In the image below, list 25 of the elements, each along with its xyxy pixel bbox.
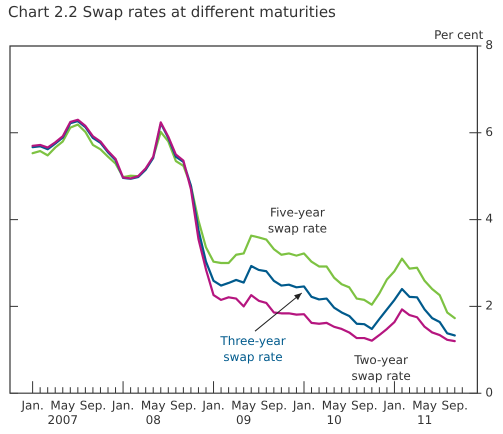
x-tick-label: Sep. bbox=[80, 398, 106, 413]
x-tick-label: Sep. bbox=[351, 398, 378, 413]
x-tick-label: Jan. bbox=[20, 398, 44, 413]
chart-title: Chart 2.2 Swap rates at different maturities bbox=[7, 2, 337, 23]
x-tick-label: May 2007 bbox=[47, 398, 78, 427]
x-tick-label: Sep. bbox=[442, 398, 468, 413]
x-tick-label: Jan. bbox=[201, 398, 225, 413]
y-tick-label: 0 bbox=[485, 385, 494, 400]
y-tick-label: 8 bbox=[485, 38, 494, 52]
x-tick-label: May 11 bbox=[412, 398, 438, 427]
y-tick-label: 6 bbox=[485, 124, 494, 139]
x-tick-label: May 10 bbox=[322, 398, 347, 427]
series-label: Two-year swap rate bbox=[351, 353, 411, 384]
text: Three-year swap rate bbox=[219, 334, 286, 364]
x-tick-label: Jan. bbox=[110, 398, 134, 413]
y-axis-title: Per cent bbox=[434, 28, 484, 42]
x-tick-label: May 09 bbox=[231, 398, 256, 427]
y-tick-label: 4 bbox=[485, 212, 494, 226]
x-tick-label: May 08 bbox=[140, 398, 166, 427]
y-tick-label: 2 bbox=[485, 298, 494, 313]
series-label: Five-year swap rate bbox=[268, 205, 328, 236]
x-tick-label: Jan. bbox=[292, 398, 316, 413]
x-tick-label: Sep. bbox=[170, 398, 197, 413]
x-tick-label: Jan. bbox=[382, 398, 406, 413]
x-tick-label: Sep. bbox=[260, 398, 288, 413]
